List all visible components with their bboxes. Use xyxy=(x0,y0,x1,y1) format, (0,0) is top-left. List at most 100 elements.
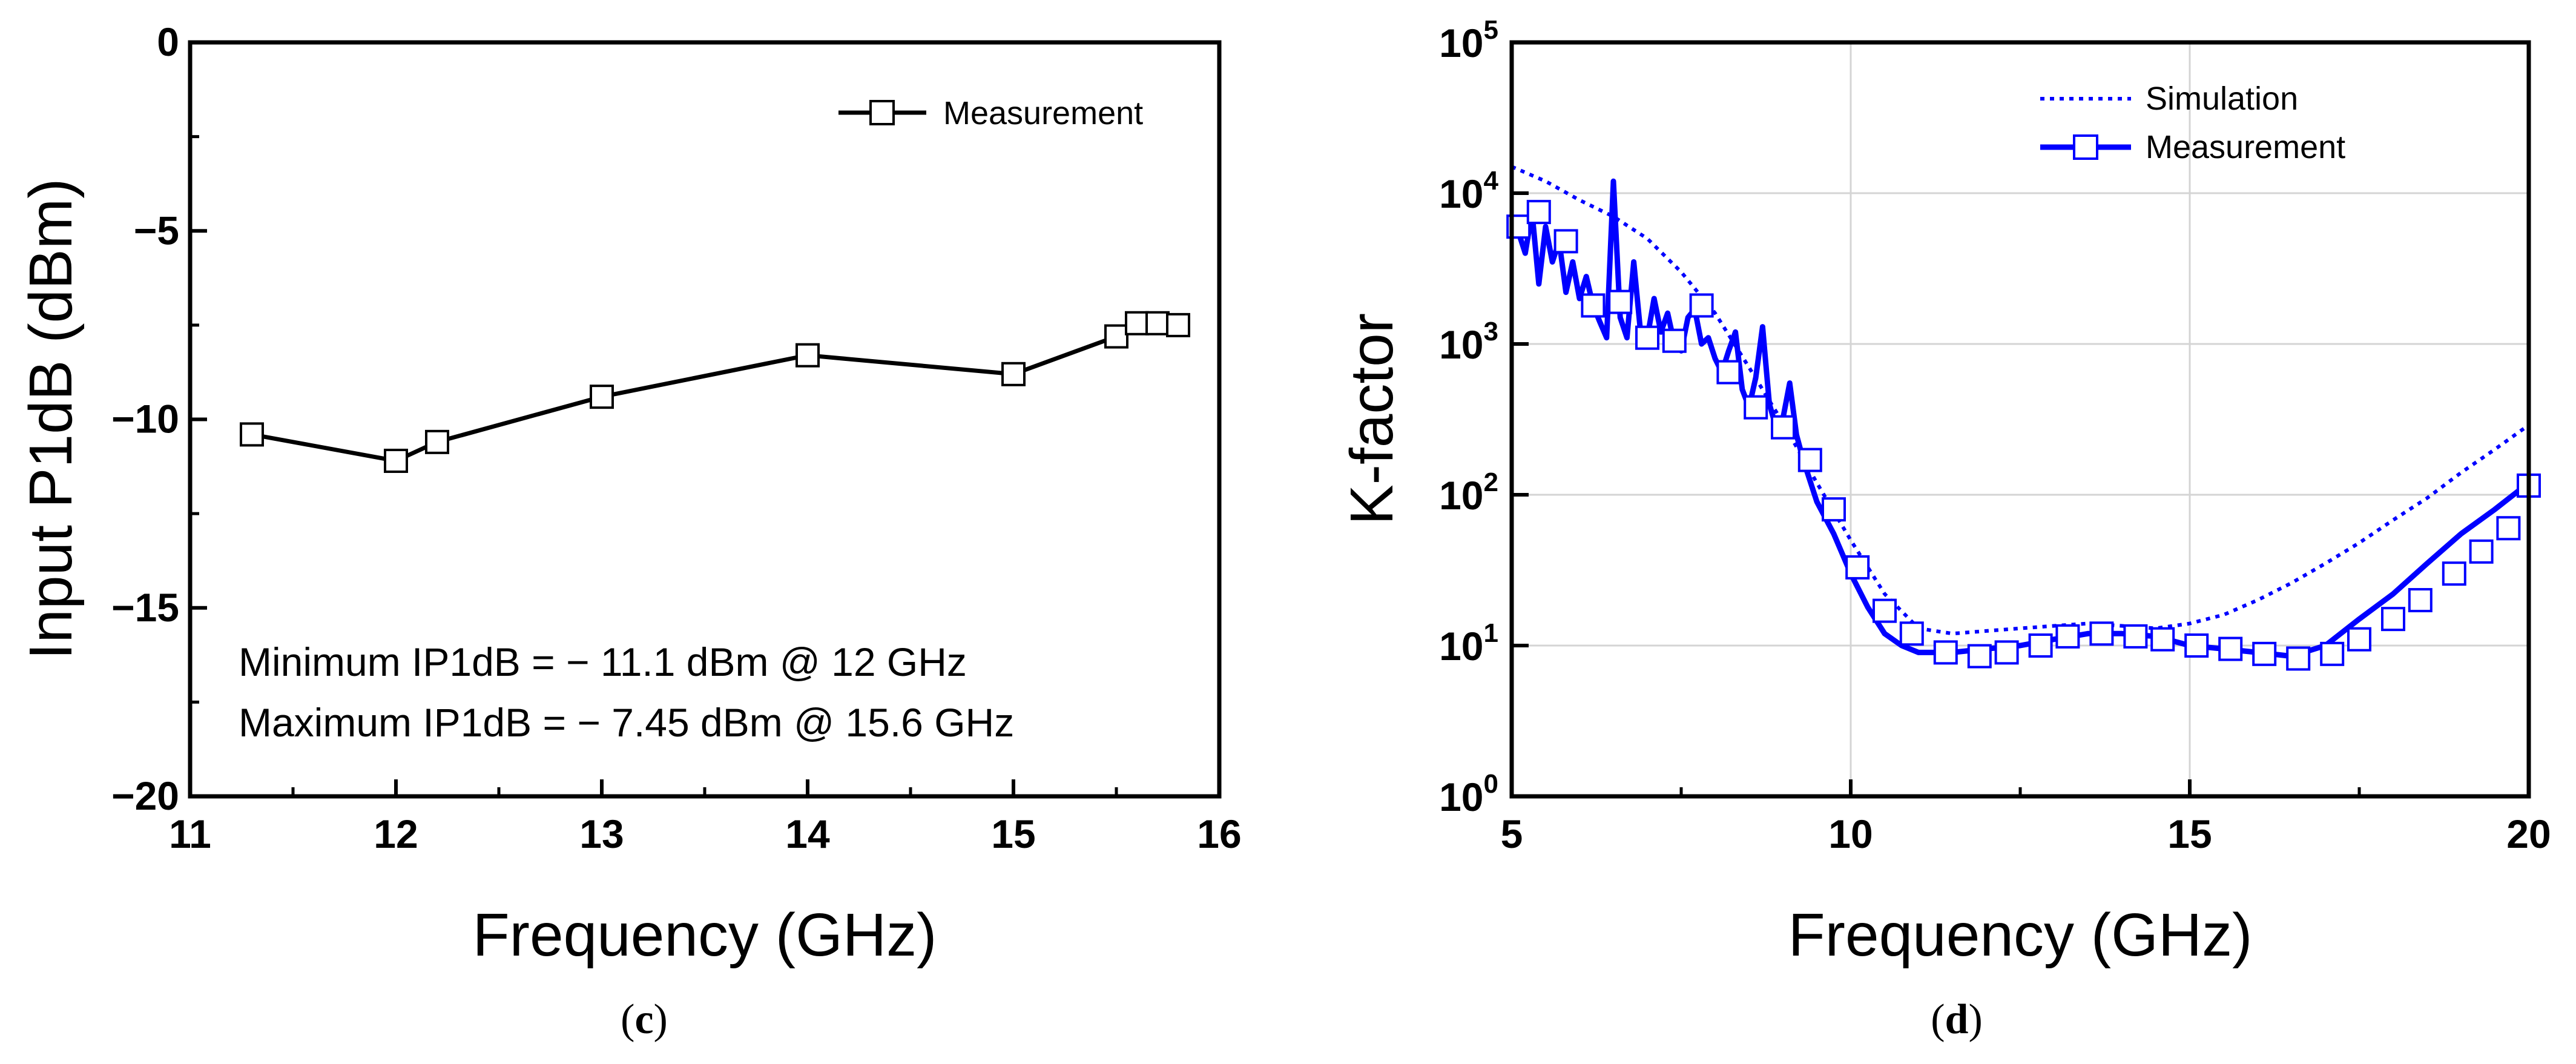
panel-d-legend-measurement-marker xyxy=(2073,134,2098,160)
panel-d-measurement-point xyxy=(1608,289,1633,314)
panel-c-y-tick-label: 0 xyxy=(157,19,179,64)
panel-d-y-tick-base: 10 xyxy=(1439,21,1483,65)
panel-d-simulation-series xyxy=(1510,165,2530,636)
panel-d-measurement-point xyxy=(2150,627,2175,652)
panel-d-y-tick-label: 104 xyxy=(1439,166,1498,216)
panel-d-measurement-point xyxy=(1967,644,1992,669)
panel-c-measurement-point xyxy=(1001,362,1026,386)
panel-d-legend-measurement-label: Measurement xyxy=(2146,129,2345,165)
panel-c-y-tick-label: −5 xyxy=(134,208,179,253)
panel-d-measurement-point xyxy=(1689,293,1714,318)
panel-d-measurement-line xyxy=(1509,178,2531,659)
panel-d-measurement-point xyxy=(1933,640,1958,665)
panel-d-y-tick-exponent: 2 xyxy=(1484,468,1498,497)
panel-d-measurement-point xyxy=(1526,200,1551,225)
panel-d-legend: Simulation Measurement xyxy=(2040,81,2345,165)
panel-d-measurement-point xyxy=(2252,641,2277,666)
panel-d-y-axis-title: K-factor xyxy=(1338,313,1406,525)
panel-c-y-axis-title: Input P1dB (dBm) xyxy=(17,179,85,660)
panel-d-measurement-point xyxy=(2496,516,2521,541)
panel-c-y-tick-label: −15 xyxy=(111,585,179,630)
panel-d-measurement-point xyxy=(1553,229,1578,254)
panel-c-y-tick-labels: 0 −5 −10 −15 −20 xyxy=(111,19,179,818)
panel-c-measurement-markers xyxy=(240,311,1190,473)
panel-d-measurement-point xyxy=(2408,588,2433,613)
panel-d-measurement-point xyxy=(1994,640,2019,665)
panel-c-measurement-line xyxy=(251,321,1179,463)
panel-d-simulation-line xyxy=(1510,165,2530,636)
panel-d-y-tick-exponent: 5 xyxy=(1484,15,1498,45)
panel-d-measurement-point xyxy=(2089,621,2114,646)
panel-d-y-tick-exponent: 4 xyxy=(1484,166,1499,196)
panel-d-y-tick-base: 10 xyxy=(1439,624,1483,669)
panel-c-measurement-point xyxy=(425,429,449,454)
panel-d-measurement-series xyxy=(1509,178,2531,659)
panel-d-y-tick-base: 10 xyxy=(1439,171,1483,216)
panel-d-measurement-point xyxy=(1797,448,1822,472)
panel-c-measurement-series xyxy=(251,321,1179,463)
panel-d-measurement-point xyxy=(2381,607,2405,632)
panel-c-x-axis-title: Frequency (GHz) xyxy=(473,901,937,969)
panel-d-caption: (d) xyxy=(1931,996,1983,1043)
panel-d-y-tick-label: 105 xyxy=(1439,15,1498,65)
panel-d-y-tick-label: 100 xyxy=(1439,769,1498,819)
panel-c-legend-label: Measurement xyxy=(943,95,1143,131)
panel-d-x-tick-label: 5 xyxy=(1501,811,1523,856)
panel-d-x-tick-label: 15 xyxy=(2167,811,2212,856)
panel-c-caption: (c) xyxy=(621,996,668,1043)
panel-d-measurement-point xyxy=(1635,325,1659,350)
panel-d-caption-letter: d xyxy=(1945,996,1969,1043)
panel-d-measurement-point xyxy=(1873,598,1897,623)
panel-d-measurement-point xyxy=(2442,561,2466,586)
panel-c-x-tick-label: 11 xyxy=(169,811,211,856)
panel-c-annotation-max: Maximum IP1dB = − 7.45 dBm @ 15.6 GHz xyxy=(239,700,1014,745)
panel-d-measurement-point xyxy=(2320,641,2345,666)
panel-d-x-tick-label: 10 xyxy=(1828,811,1873,856)
panel-d-measurement-point xyxy=(1581,293,1606,318)
panel-d-y-tick-exponent: 1 xyxy=(1484,618,1498,648)
panel-c-y-tick-label: −20 xyxy=(111,773,179,818)
panel-c-annotation-min: Minimum IP1dB = − 11.1 dBm @ 12 GHz xyxy=(239,639,967,684)
panel-c-measurement-point xyxy=(1104,324,1128,349)
panel-c-x-tick-label: 16 xyxy=(1197,811,1241,856)
panel-c-input-p1db-chart: 11 12 13 14 15 16 0 −5 −10 −15 −20 Frequency (GHz… xyxy=(17,19,1242,1043)
panel-d-y-tick-exponent: 0 xyxy=(1484,769,1498,799)
panel-d-measurement-point xyxy=(2028,633,2053,658)
panel-d-measurement-point xyxy=(1771,415,1795,440)
panel-c-measurement-point xyxy=(590,385,614,409)
panel-c-x-tick-label: 14 xyxy=(785,811,830,856)
panel-c-legend-marker xyxy=(869,100,895,125)
panel-d-measurement-point xyxy=(1716,360,1741,385)
panel-d-measurement-point xyxy=(2286,646,2311,671)
panel-d-measurement-point xyxy=(2347,627,2371,652)
panel-d-y-tick-base: 10 xyxy=(1439,473,1483,518)
panel-d-measurement-point xyxy=(1662,328,1687,353)
panel-d-axis-ticks xyxy=(1510,41,2531,798)
panel-d-measurement-point xyxy=(2218,636,2243,661)
panel-d-x-tick-labels: 5 10 15 20 xyxy=(1501,811,2551,856)
panel-d-y-tick-label: 102 xyxy=(1439,468,1498,518)
panel-c-measurement-point xyxy=(1125,311,1149,335)
panel-c-measurement-point xyxy=(384,448,408,473)
panel-d-measurement-point xyxy=(1744,395,1768,420)
panel-d-y-tick-base: 10 xyxy=(1439,775,1483,819)
panel-d-measurement-point xyxy=(1822,497,1846,522)
panel-c-caption-letter: c xyxy=(634,996,653,1043)
panel-c-y-tick-label: −10 xyxy=(111,397,179,441)
panel-c-x-tick-label: 15 xyxy=(991,811,1035,856)
panel-c-measurement-point xyxy=(1166,312,1190,337)
panel-d-measurement-point xyxy=(2184,633,2209,658)
panel-d-measurement-point xyxy=(2123,624,2148,649)
panel-c-measurement-point xyxy=(1145,311,1170,335)
panel-c-measurement-point xyxy=(796,343,820,368)
panel-d-y-tick-exponent: 3 xyxy=(1484,317,1498,346)
panel-d-y-tick-label: 101 xyxy=(1439,618,1498,669)
panel-c-x-tick-label: 12 xyxy=(374,811,418,856)
panel-d-gridlines xyxy=(1512,42,2529,796)
panel-d-plot-frame xyxy=(1509,40,2531,799)
panel-d-y-tick-label: 103 xyxy=(1439,317,1498,367)
panel-d-x-tick-label: 20 xyxy=(2506,811,2551,856)
